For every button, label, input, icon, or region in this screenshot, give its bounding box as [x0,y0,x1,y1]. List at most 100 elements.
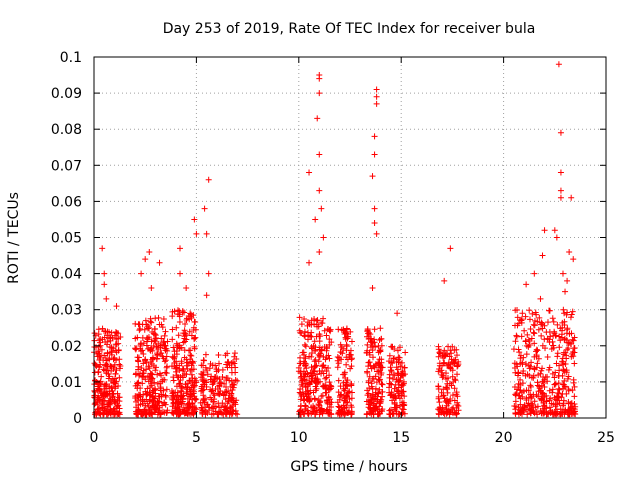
data-point [517,395,524,402]
data-point [455,403,462,410]
data-point [546,339,553,346]
data-point [565,387,572,394]
outlier-point [177,270,184,277]
data-point [375,390,382,397]
data-point [302,333,309,340]
data-point [143,359,150,366]
data-point [519,370,526,377]
data-point [95,394,102,401]
data-point [549,386,556,393]
data-point [98,373,105,380]
data-point [108,349,115,356]
data-point [208,373,215,380]
data-point [435,353,442,360]
outlier-point [555,61,562,68]
data-point [230,381,237,388]
data-point [307,369,314,376]
data-point [547,395,554,402]
data-point [97,354,104,361]
data-point [311,315,318,322]
data-point [562,360,569,367]
data-point [388,343,395,350]
data-point [365,359,372,366]
data-point [152,408,159,415]
data-point [191,395,198,402]
data-point [554,353,561,360]
data-point [564,375,571,382]
data-point [143,408,150,415]
outlier-point [537,295,544,302]
data-point [535,326,542,333]
data-point [328,410,335,417]
chart-title: Day 253 of 2019, Rate Of TEC Index for r… [163,21,536,37]
data-point [442,398,449,405]
data-point [96,364,103,371]
y-tick-label: 0.04 [51,267,82,283]
data-point [386,352,393,359]
data-point [104,338,111,345]
data-point [311,396,318,403]
data-point [513,332,520,339]
data-point [552,369,559,376]
data-point [443,370,450,377]
outlier-point [113,303,120,310]
data-point [313,409,320,416]
data-point [313,362,320,369]
data-point [91,401,98,408]
data-point [142,388,149,395]
data-point [198,388,205,395]
data-point [571,334,578,341]
data-point [150,330,157,337]
data-point [378,380,385,387]
outlier-point [447,245,454,252]
data-point [160,315,167,322]
data-point [145,325,152,332]
data-point [110,379,117,386]
data-point [180,366,187,373]
data-point [335,360,342,367]
data-point [302,355,309,362]
data-point [368,396,375,403]
y-axis-label: ROTI / TECUs [6,192,22,284]
data-point [526,316,533,323]
outlier-point [138,270,145,277]
data-point [443,410,450,417]
data-point [555,380,562,387]
data-point [452,377,459,384]
data-point [141,326,148,333]
data-point [450,404,457,411]
data-point [449,367,456,374]
data-point [179,308,186,315]
data-point [388,391,395,398]
data-point [216,404,223,411]
data-point [184,359,191,366]
y-tick-label: 0.08 [51,122,82,138]
outlier-point [570,256,577,263]
data-point [369,354,376,361]
data-point [539,365,546,372]
data-point [148,361,155,368]
data-point [567,404,574,411]
outlier-point [101,270,108,277]
data-point [370,375,377,382]
data-point [512,398,519,405]
data-point [105,403,112,410]
outlier-point [394,310,401,317]
outlier-point [316,90,323,97]
data-point [541,403,548,410]
data-point [323,389,330,396]
data-point [527,406,534,413]
data-point [142,376,149,383]
outlier-point [318,205,325,212]
data-point [515,320,522,327]
data-point [217,409,224,416]
data-point [312,374,319,381]
outlier-point [531,270,538,277]
data-point [170,400,177,407]
data-point [163,386,170,393]
data-point [552,332,559,339]
data-point [335,403,342,410]
data-point [173,372,180,379]
y-tick-label: 0.1 [60,50,82,66]
data-point [444,351,451,358]
